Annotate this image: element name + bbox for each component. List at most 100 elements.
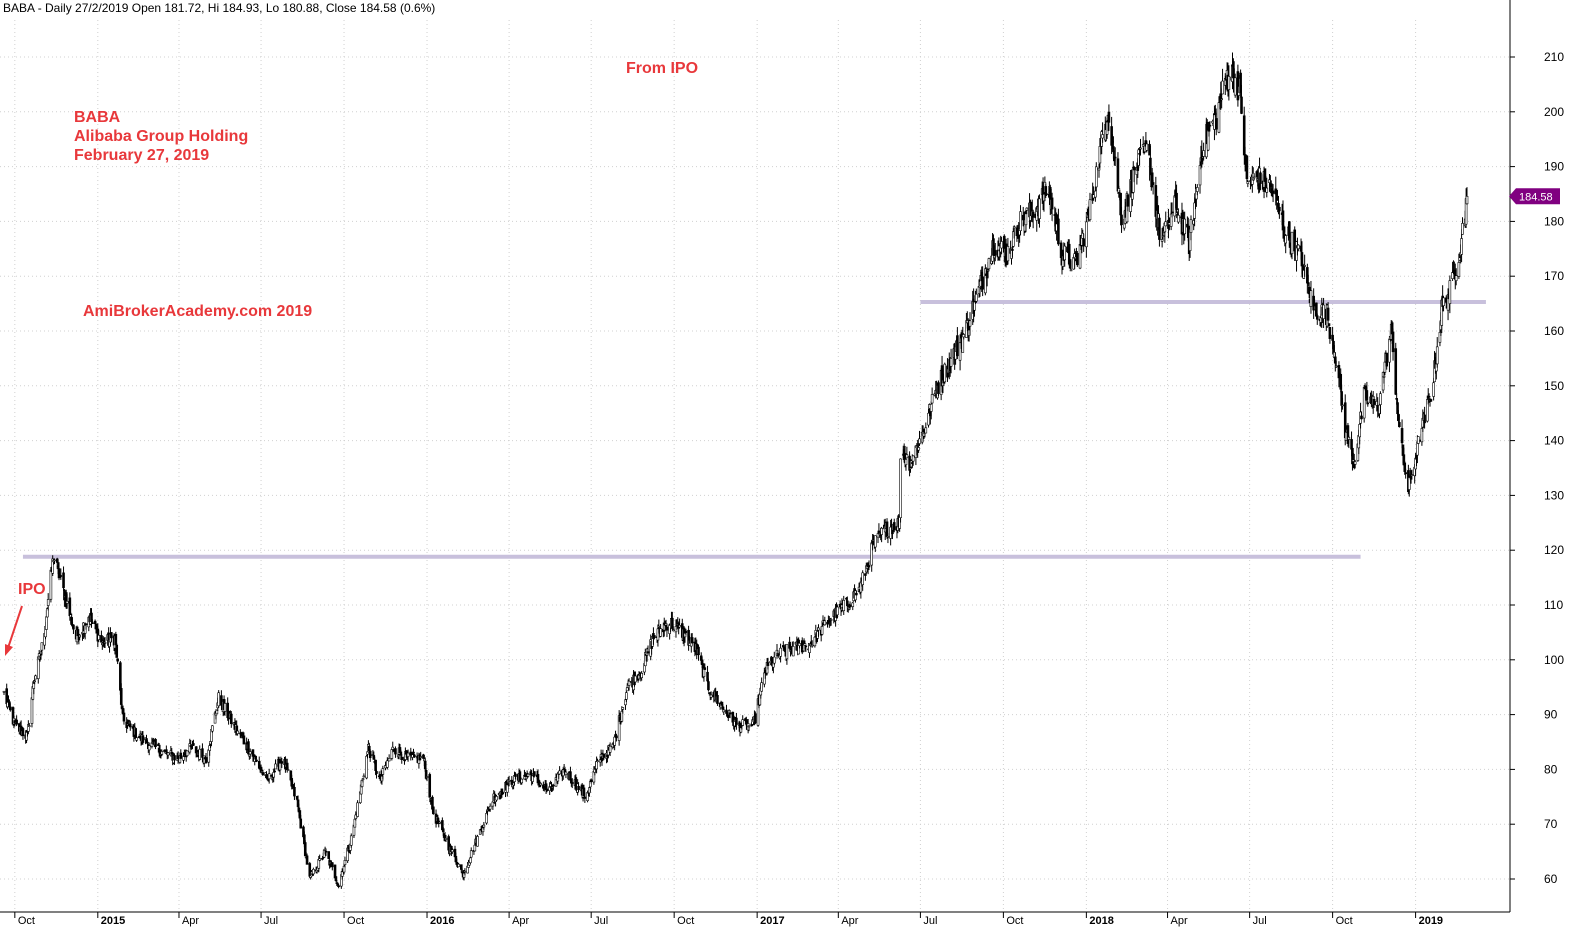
x-tick-label: Jul [594,915,608,927]
candle-body [1353,461,1357,465]
x-tick-label: Oct [677,915,694,927]
candle-body [779,647,782,657]
candle-body [419,756,423,758]
candle-body [1202,150,1205,157]
candle-body [1269,183,1273,188]
candle-body [394,748,397,755]
candle-body [507,779,511,782]
candle-body [21,728,25,737]
candle-body [1088,199,1092,220]
candle-body [1011,248,1014,251]
candle-body [481,827,485,833]
candle-body [791,646,795,657]
candle-body [1136,166,1140,171]
candle-body [447,836,450,851]
candle-body [1107,111,1111,123]
candle-body [1394,348,1398,395]
candle-body [640,673,643,678]
candle-body [255,759,258,762]
candle-body [327,851,331,859]
candle-body [1126,194,1130,207]
y-tick-label: 80 [1544,762,1558,776]
candle-body [867,565,871,568]
candle-body [877,530,881,533]
y-tick-label: 140 [1544,434,1564,448]
candle-body [993,250,997,256]
x-tick-label: Oct [1006,915,1023,927]
chart-header: BABA - Daily 27/2/2019 Open 181.72, Hi 1… [3,1,435,15]
candle-body [1006,246,1010,262]
candle-body [1097,167,1101,171]
candle-body [473,844,477,852]
candle-body [32,683,36,689]
candle-body [45,608,49,618]
candle-body [65,600,69,604]
y-tick-label: 150 [1544,379,1564,393]
candle-body [274,763,277,770]
candle-body [399,751,403,756]
candle-body [1160,238,1164,242]
candle-body [375,771,378,774]
candle-body [59,575,63,577]
candle-body [1233,77,1237,96]
candle-body [342,865,346,873]
candle-body [617,715,621,741]
x-tick-label: Apr [1171,915,1188,927]
candle-body [1069,269,1073,272]
candle-body [1177,214,1180,223]
candle-body [1120,214,1123,226]
candle-body [1315,315,1319,320]
candle-body [1101,134,1104,139]
candle-body [217,692,220,707]
candle-body [1113,156,1117,159]
candle-body [596,760,599,762]
candle-body [62,572,65,589]
candle-body [1429,399,1433,402]
candle-body [653,635,656,639]
candle-body [119,688,123,705]
candle-body [1265,187,1269,193]
candle-body [545,788,549,791]
candle-body [1227,76,1231,90]
candle-body [583,796,587,799]
candle-body [613,736,616,746]
candle-body [1350,439,1353,450]
candle-body [595,761,598,770]
candle-body [808,642,811,653]
candle-body [962,334,965,338]
candle-body [804,645,808,648]
candle-body [864,573,867,576]
candle-body [1169,213,1173,227]
candle-body [1420,428,1424,443]
price-series [2,52,1469,889]
candle-body [312,869,315,875]
candle-body [110,632,113,639]
candle-body [1398,422,1401,428]
y-tick-label: 170 [1544,269,1564,283]
candle-body [360,779,364,787]
candle-body [886,536,890,538]
candle-body [1193,202,1196,219]
candle-body [450,849,454,853]
candle-body [1175,192,1178,211]
candle-body [634,675,637,683]
candle-body [368,750,372,759]
candle-body [735,717,738,725]
candle-body [798,643,801,647]
x-tick-label: 2015 [101,915,125,927]
x-tick-label: Oct [347,915,364,927]
candle-body [1220,98,1223,100]
candle-body [1426,399,1429,422]
candle-body [1360,415,1363,420]
candle-body [482,824,486,828]
candle-body [53,559,56,562]
candle-body [1347,436,1351,440]
candle-body [1461,223,1464,235]
candle-body [229,713,233,725]
candle-body [615,735,618,739]
candle-body [772,656,776,664]
candle-body [846,600,849,607]
y-tick-label: 180 [1544,214,1564,228]
candle-body [706,671,709,682]
